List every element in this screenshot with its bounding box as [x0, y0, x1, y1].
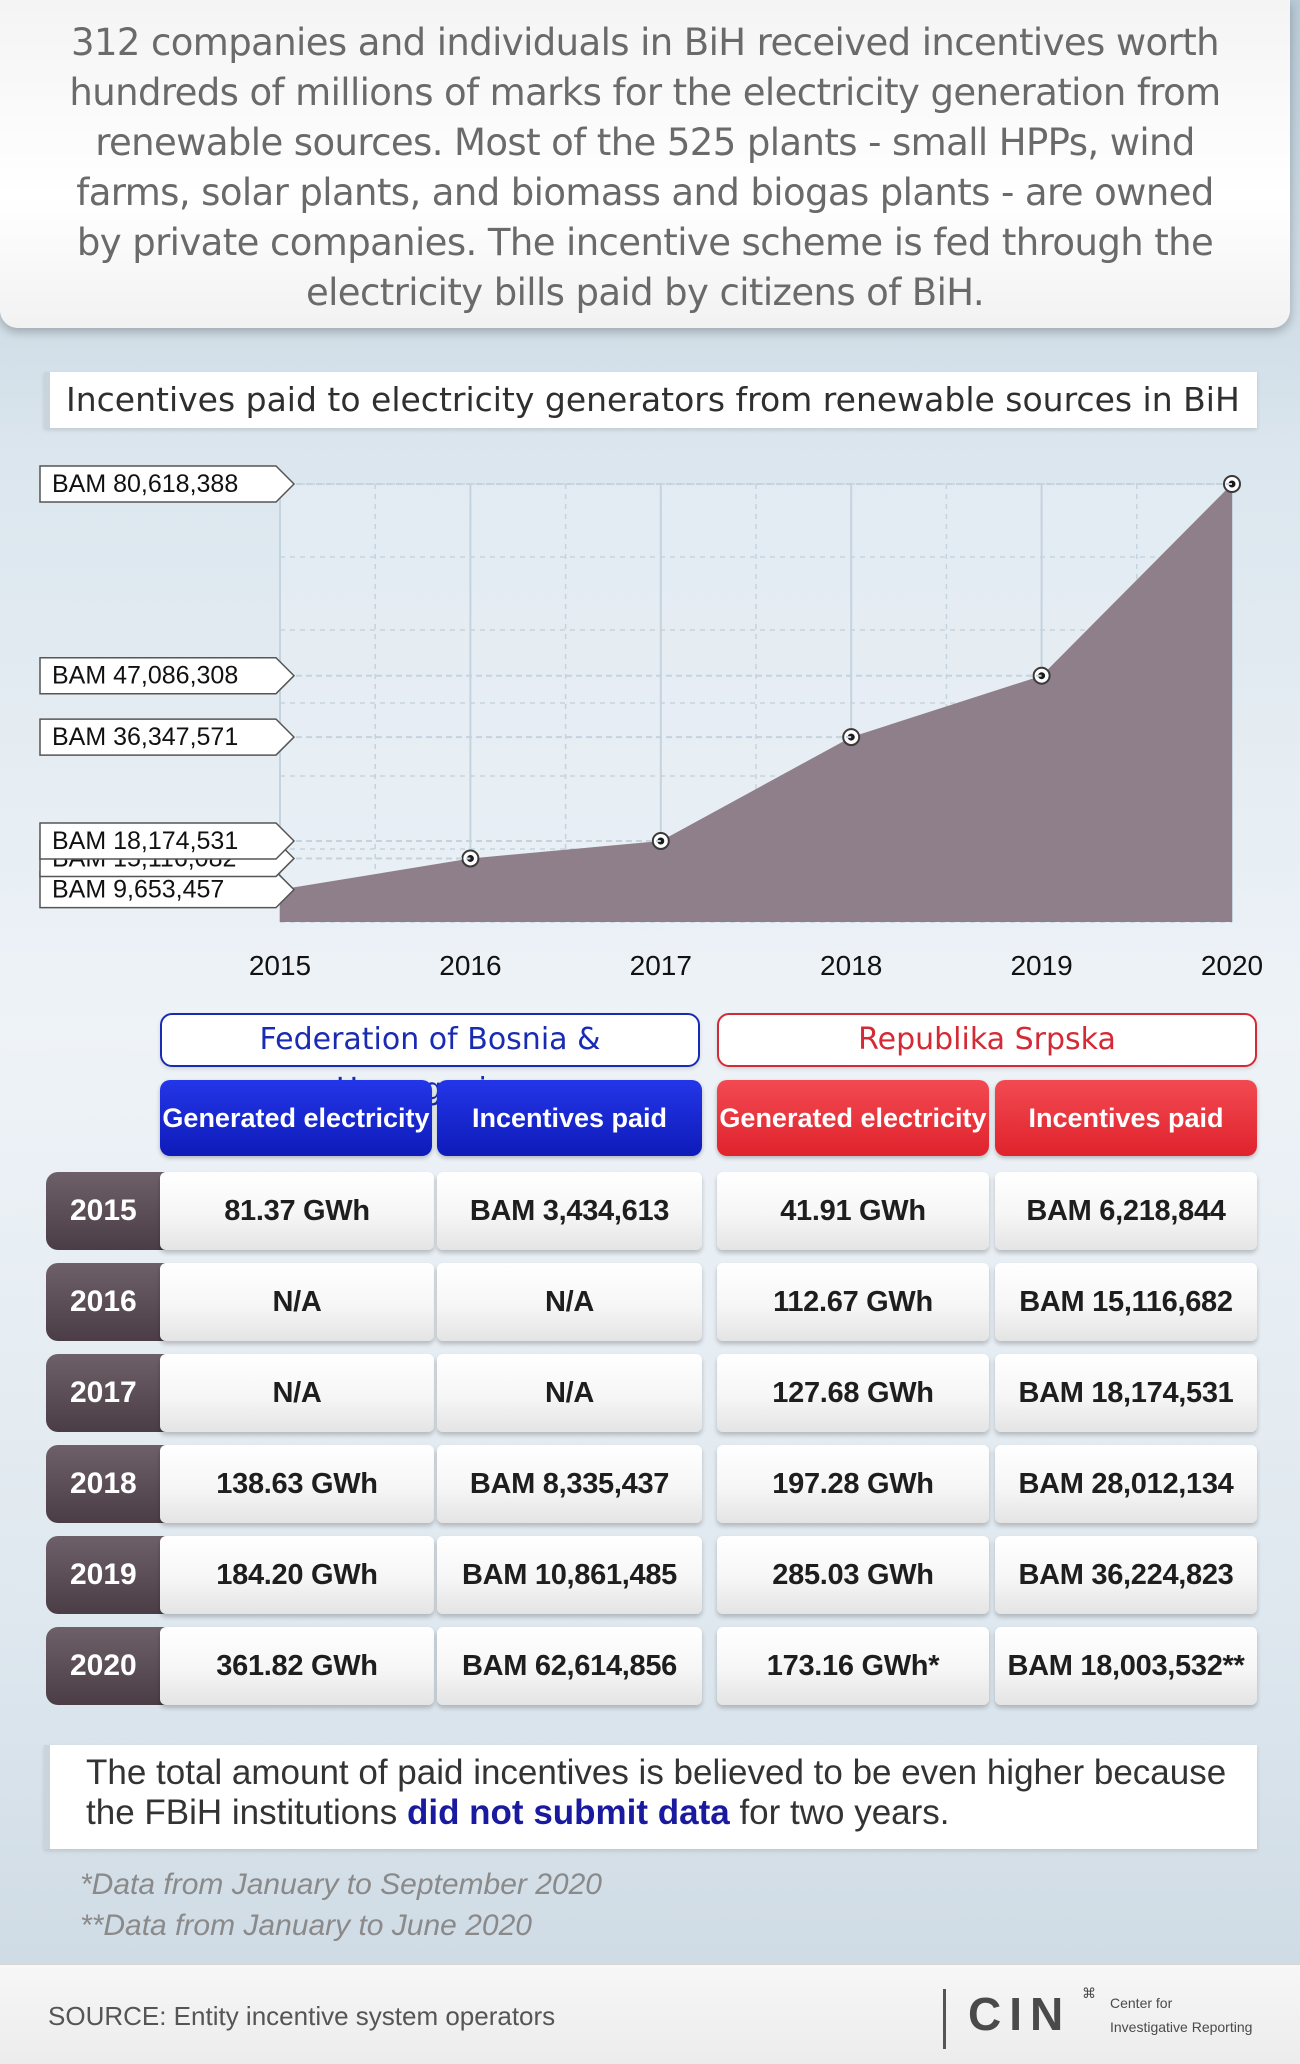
- value-label: BAM 36,347,571: [52, 723, 238, 751]
- table-cell: BAM 15,116,682: [995, 1263, 1257, 1341]
- logo-subtitle-line-1: Center for: [1110, 1995, 1173, 2011]
- table-cell: BAM 3,434,613: [437, 1172, 702, 1250]
- x-tick-label: 2020: [1201, 950, 1263, 981]
- table-cell: 173.16 GWh*: [717, 1627, 989, 1705]
- note-box: The total amount of paid incentives is b…: [44, 1745, 1257, 1849]
- value-label: BAM 80,618,388: [52, 470, 238, 498]
- value-label: BAM 9,653,457: [52, 876, 224, 904]
- fbih-incentives-header: Incentives paid: [437, 1080, 702, 1156]
- x-tick-label: 2017: [630, 950, 692, 981]
- table-cell: BAM 62,614,856: [437, 1627, 702, 1705]
- value-label-box: [39, 718, 296, 756]
- x-tick-label: 2018: [820, 950, 882, 981]
- intro-text: 312 companies and individuals in BiH rec…: [69, 21, 1221, 314]
- table-cell: BAM 10,861,485: [437, 1536, 702, 1614]
- rs-incentives-header: Incentives paid: [995, 1080, 1257, 1156]
- table-cell: BAM 8,335,437: [437, 1445, 702, 1523]
- x-tick-label: 2015: [249, 950, 311, 981]
- table-cell: 112.67 GWh: [717, 1263, 989, 1341]
- table-cell: 285.03 GWh: [717, 1536, 989, 1614]
- note-text-end: for two years.: [729, 1793, 950, 1832]
- intro-panel: 312 companies and individuals in BiH rec…: [0, 0, 1290, 328]
- value-label: BAM 18,174,531: [52, 827, 238, 855]
- table-cell: N/A: [160, 1263, 434, 1341]
- chart-x-ticks: 2015 2016 2017 2018 2019 2020: [249, 950, 1263, 981]
- note-text: The total amount of paid incentives is b…: [86, 1753, 1227, 1832]
- table-cell: BAM 36,224,823: [995, 1536, 1257, 1614]
- fbih-generated-header: Generated electricity: [160, 1080, 432, 1156]
- table-cell: 81.37 GWh: [160, 1172, 434, 1250]
- table-cell: N/A: [160, 1354, 434, 1432]
- value-label: BAM 47,086,308: [52, 662, 238, 690]
- year-tab: 2015: [46, 1172, 186, 1250]
- logo-subtitle-line-2: Investigative Reporting: [1110, 2019, 1253, 2035]
- value-label-box: [39, 822, 296, 860]
- value-label-box: [39, 656, 296, 695]
- year-tab: 2020: [46, 1627, 186, 1705]
- x-tick-label: 2016: [439, 950, 501, 981]
- source-text: SOURCE: Entity incentive system operator…: [48, 2001, 556, 2031]
- table-cell: BAM 6,218,844: [995, 1172, 1257, 1250]
- footnote-1: *Data from January to September 2020: [80, 1868, 602, 1901]
- cin-logo: CIN: [968, 1988, 1072, 2040]
- logo-subtitle: Center for Investigative Reporting: [1110, 1991, 1252, 2039]
- table-cell: 41.91 GWh: [717, 1172, 989, 1250]
- footer: SOURCE: Entity incentive system operator…: [0, 1964, 1300, 2064]
- table-cell: 184.20 GWh: [160, 1536, 434, 1614]
- table-cell: 127.68 GWh: [717, 1354, 989, 1432]
- incentives-area: [280, 484, 1232, 922]
- note-highlight: did not submit data: [406, 1793, 730, 1832]
- table-cell: 138.63 GWh: [160, 1445, 434, 1523]
- table-cell: BAM 18,003,532**: [995, 1627, 1257, 1705]
- chart-title: Incentives paid to electricity generator…: [44, 372, 1257, 428]
- table-cell: 197.28 GWh: [717, 1445, 989, 1523]
- year-tab: 2018: [46, 1445, 186, 1523]
- fbih-group-header: Federation of Bosnia & Herzegovina: [160, 1013, 700, 1107]
- value-label-box: [39, 465, 296, 503]
- table-cell: N/A: [437, 1354, 702, 1432]
- year-tab: 2019: [46, 1536, 186, 1614]
- table-cell: BAM 28,012,134: [995, 1445, 1257, 1523]
- year-tab: 2016: [46, 1263, 186, 1341]
- table-cell: BAM 18,174,531: [995, 1354, 1257, 1432]
- year-tab: 2017: [46, 1354, 186, 1432]
- table-cell: 361.82 GWh: [160, 1627, 434, 1705]
- logo-mark-icon: ⌘: [1082, 1985, 1096, 2001]
- footnote-2: **Data from January to June 2020: [80, 1909, 532, 1942]
- x-tick-label: 2019: [1010, 950, 1072, 981]
- table-cell: N/A: [437, 1263, 702, 1341]
- rs-generated-header: Generated electricity: [717, 1080, 989, 1156]
- logo-divider: [943, 1989, 946, 2049]
- rs-group-header: Republika Srpska: [717, 1013, 1257, 1067]
